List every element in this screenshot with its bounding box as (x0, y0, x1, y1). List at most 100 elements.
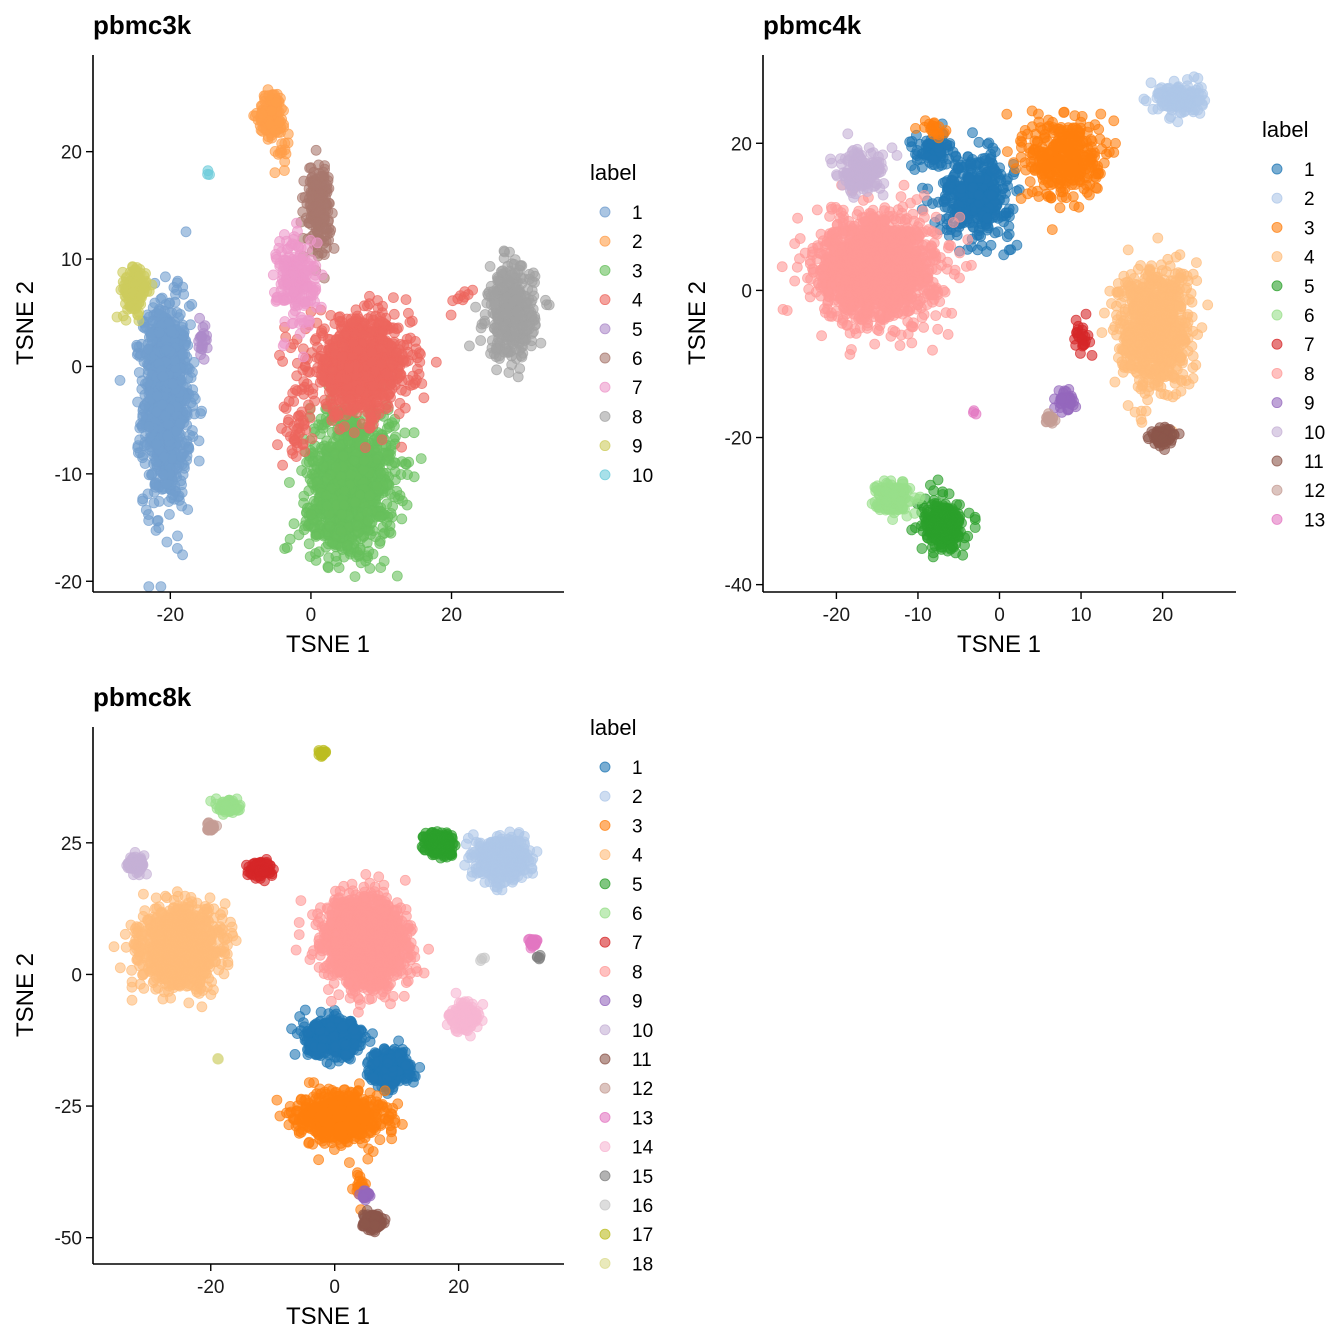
data-point (291, 441, 303, 453)
data-point (475, 322, 487, 334)
data-point (278, 165, 290, 176)
data-point (389, 327, 400, 339)
data-point (316, 370, 328, 382)
legend-label: 7 (632, 378, 643, 399)
data-point (349, 327, 360, 339)
data-point (276, 138, 288, 150)
data-point (371, 396, 383, 408)
data-point (276, 422, 287, 434)
data-point (1192, 104, 1204, 116)
data-point (1095, 108, 1107, 120)
data-point (137, 495, 149, 507)
data-point (153, 303, 165, 315)
data-point (1005, 244, 1017, 256)
data-point (142, 377, 154, 389)
data-point (336, 509, 347, 520)
data-point (394, 397, 406, 409)
data-point (134, 263, 146, 275)
data-point (348, 427, 360, 439)
data-point (132, 447, 144, 459)
data-point (198, 353, 210, 365)
data-point (352, 344, 364, 356)
data-point (408, 427, 420, 439)
legend-key (599, 469, 611, 481)
data-point (418, 392, 430, 404)
data-point (484, 260, 496, 272)
data-point (313, 206, 325, 218)
data-point (511, 294, 522, 306)
data-point (321, 400, 333, 412)
data-point (364, 490, 376, 502)
data-point (281, 542, 293, 553)
data-point (202, 168, 214, 180)
data-point (310, 179, 322, 191)
data-point (186, 298, 198, 310)
data-point (491, 364, 503, 376)
data-point (351, 520, 363, 531)
data-point (289, 300, 301, 312)
data-point (407, 379, 419, 390)
data-point (389, 431, 401, 443)
data-point (323, 552, 335, 564)
data-point (130, 277, 142, 289)
data-point (111, 311, 123, 323)
data-point (365, 310, 377, 322)
data-point (1007, 203, 1019, 215)
data-point (402, 469, 413, 481)
data-point (176, 479, 187, 491)
data-point (982, 222, 994, 234)
data-point (321, 472, 333, 484)
legend-key (599, 323, 611, 335)
data-point (135, 291, 147, 303)
data-point (375, 467, 387, 479)
y-tick-label: -20 (55, 572, 82, 593)
data-point (277, 340, 289, 352)
data-point (490, 343, 502, 355)
x-axis-title: TSNE 1 (286, 631, 370, 658)
data-point (1145, 77, 1157, 89)
data-point (375, 342, 387, 354)
data-point (321, 500, 333, 512)
data-point (374, 511, 386, 522)
data-point (305, 254, 317, 266)
data-point (139, 400, 151, 412)
data-point (315, 350, 327, 362)
data-point (396, 513, 408, 525)
data-point (489, 322, 501, 334)
data-point (359, 442, 371, 453)
data-point (331, 406, 343, 418)
data-point (297, 351, 309, 363)
data-point (403, 456, 415, 468)
data-point (1002, 180, 1013, 192)
data-point (1192, 72, 1204, 84)
data-point (272, 439, 283, 451)
data-point (371, 480, 383, 492)
data-point (339, 485, 350, 496)
data-point (280, 403, 292, 414)
data-point (516, 351, 528, 363)
data-point (358, 329, 369, 341)
data-point (333, 562, 345, 574)
data-point (346, 317, 358, 329)
data-point (927, 154, 939, 166)
data-point (194, 312, 206, 324)
data-point (314, 192, 326, 204)
data-point (415, 453, 427, 465)
data-point (143, 581, 155, 592)
data-point (114, 374, 126, 386)
data-point (357, 464, 369, 476)
data-point (133, 367, 145, 378)
data-point (133, 315, 145, 327)
data-point (157, 371, 169, 382)
data-point (967, 127, 978, 139)
data-point (939, 176, 951, 188)
data-point (266, 105, 278, 117)
data-point (909, 164, 921, 175)
data-point (296, 192, 308, 204)
data-point (375, 562, 387, 573)
data-point (1001, 108, 1013, 120)
data-point (535, 337, 547, 349)
data-point (389, 457, 401, 469)
data-point (150, 479, 162, 491)
data-point (338, 499, 350, 511)
